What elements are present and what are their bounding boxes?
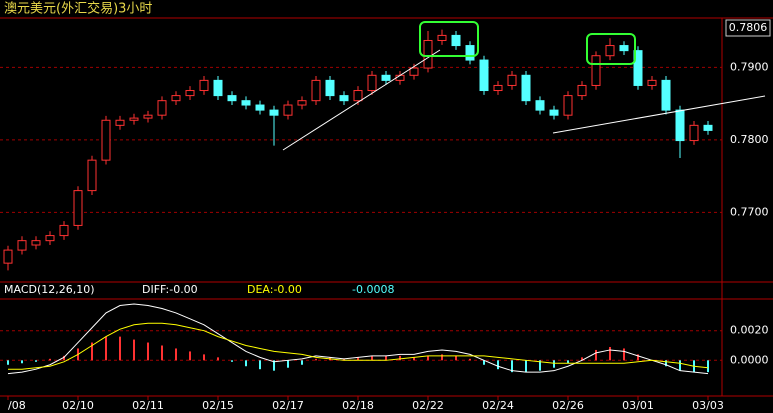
candle-body — [591, 55, 601, 86]
candle-body — [283, 104, 293, 116]
candle-body — [101, 119, 111, 161]
candle-body — [633, 50, 643, 86]
candle-body — [115, 119, 125, 126]
candle-body — [269, 109, 279, 116]
last-price-box — [725, 19, 771, 37]
candle-body — [199, 79, 209, 92]
y-tick-label: 0.0000 — [730, 353, 769, 366]
candle-body — [143, 114, 153, 119]
chart-title: 澳元美元(外汇交易)3小时 — [4, 1, 152, 17]
candle-body — [451, 34, 461, 47]
y-tick-label: 0.7900 — [730, 60, 769, 73]
candle-body — [73, 190, 83, 226]
candle-body — [437, 34, 447, 41]
x-tick-label: 02/11 — [132, 399, 164, 412]
x-tick-label: 02/17 — [272, 399, 304, 412]
x-tick-label: 02/24 — [482, 399, 514, 412]
last-price: 0.7806 — [729, 21, 768, 34]
candle-body — [185, 90, 195, 97]
candle-body — [507, 74, 517, 86]
candle-body — [3, 249, 13, 264]
x-tick-label: 02/26 — [552, 399, 584, 412]
candle-body — [255, 104, 265, 111]
candle-body — [157, 100, 167, 116]
trendline — [282, 49, 441, 151]
candle-body — [493, 84, 503, 92]
candle-body — [325, 79, 335, 97]
candle-body — [311, 79, 321, 102]
x-tick-label: 02/10 — [62, 399, 94, 412]
candle-body — [605, 45, 615, 57]
candle-body — [367, 74, 377, 92]
x-tick-label: 03/01 — [622, 399, 654, 412]
candle-body — [339, 95, 349, 102]
candle-body — [423, 39, 433, 69]
highlight-box — [586, 33, 636, 65]
candle-body — [465, 45, 475, 61]
candle-body — [241, 100, 251, 106]
candle-body — [563, 95, 573, 116]
candle-body — [689, 124, 699, 142]
legend-dea: DEA:-0.00 — [247, 283, 302, 296]
candle-body — [549, 109, 559, 116]
candle-body — [381, 74, 391, 81]
macd-line — [8, 322, 709, 370]
candle-body — [703, 124, 713, 131]
y-tick-label: 0.7700 — [730, 205, 769, 218]
plot: 0.7700 0.7800 0.7900 0.0000 0.0020/08 02/10 02… — [0, 29, 769, 412]
highlight-box — [419, 21, 479, 57]
candle-body — [59, 224, 69, 237]
candle-body — [227, 95, 237, 102]
trendline — [552, 95, 766, 134]
candle-body — [17, 240, 27, 251]
candle-body — [213, 79, 223, 97]
candle-body — [479, 59, 489, 92]
candle-body — [619, 45, 629, 52]
candle-body — [577, 84, 587, 97]
candle-body — [409, 67, 419, 76]
candle-body — [45, 235, 55, 242]
candle-body — [129, 117, 139, 121]
candle-body — [171, 95, 181, 102]
x-tick-label: 03/03 — [692, 399, 724, 412]
candle-body — [661, 79, 671, 111]
candle-body — [353, 90, 363, 102]
macd-value: -0.0008 — [352, 283, 394, 296]
candle-body — [535, 100, 545, 111]
candle-body — [31, 240, 41, 246]
candle-body — [297, 100, 307, 106]
candle-body — [647, 79, 657, 86]
y-tick-label: 0.7800 — [730, 133, 769, 146]
x-tick-label: 02/22 — [412, 399, 444, 412]
macd-title: MACD(12,26,10) — [4, 283, 95, 296]
y-tick-label: 0.0020 — [730, 324, 769, 337]
candle-body — [675, 109, 685, 142]
x-tick-label: 02/18 — [342, 399, 374, 412]
candle-body — [87, 159, 97, 192]
macd-line — [7, 303, 709, 375]
x-tick-label: /08 — [8, 399, 26, 412]
candle-body — [521, 74, 531, 102]
legend-diff: DIFF:-0.00 — [142, 283, 198, 296]
x-tick-label: 02/15 — [202, 399, 234, 412]
